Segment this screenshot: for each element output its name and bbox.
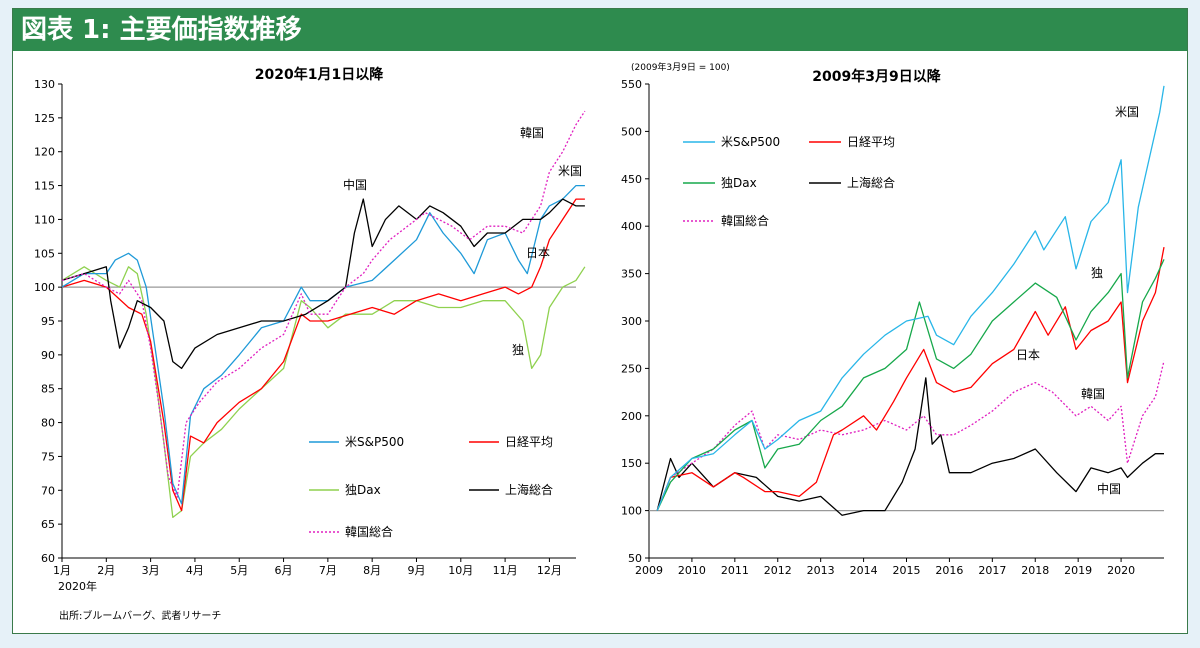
left-y-tick-label: 85	[41, 383, 55, 396]
right-y-tick-label: 200	[621, 410, 642, 423]
right-y-tick-label: 400	[621, 220, 642, 233]
right-y-tick-label: 350	[621, 268, 642, 281]
right-legend-label-de: 独Dax	[721, 176, 757, 190]
right-x-tick-label: 2015	[893, 564, 921, 577]
left-x-tick-label: 2月	[97, 564, 115, 577]
right-x-tick-label: 2013	[807, 564, 835, 577]
left-y-tick-label: 80	[41, 417, 55, 430]
left-annotation-us: 米国	[558, 164, 582, 178]
left-x-tick-label: 11月	[493, 564, 518, 577]
right-legend-label-cn: 上海総合	[847, 175, 895, 190]
left-y-tick-label: 70	[41, 484, 55, 497]
left-legend-label-cn: 上海総合	[505, 482, 553, 497]
right-chart-title: 2009年3月9日以降	[812, 68, 941, 85]
right-annotation-de: 独	[1091, 266, 1103, 280]
right-y-tick-label: 250	[621, 362, 642, 375]
left-legend-label-de: 独Dax	[345, 483, 381, 497]
left-annotation-cn: 中国	[343, 177, 367, 192]
right-y-tick-label: 550	[621, 78, 642, 91]
right-x-tick-label: 2016	[935, 564, 963, 577]
right-x-tick-label: 2011	[721, 564, 749, 577]
right-series-cn	[656, 377, 1164, 516]
right-x-tick-label: 2012	[764, 564, 792, 577]
left-y-tick-label: 120	[34, 146, 55, 159]
left-annotation-jp: 日本	[526, 246, 550, 260]
left-series-us	[61, 184, 585, 505]
left-series-kr	[61, 110, 586, 498]
right-series-us	[656, 85, 1165, 511]
right-chart-note: (2009年3月9日 = 100)	[631, 61, 730, 73]
left-y-tick-label: 105	[34, 247, 55, 260]
left-annotation-kr: 韓国	[520, 126, 544, 140]
right-y-tick-label: 100	[621, 505, 642, 518]
right-x-tick-label: 2020	[1107, 564, 1135, 577]
left-x-tick-label: 1月	[53, 564, 71, 577]
left-y-tick-label: 90	[41, 349, 55, 362]
left-y-tick-label: 115	[34, 180, 55, 193]
left-y-tick-label: 110	[34, 213, 55, 226]
right-x-tick-label: 2017	[978, 564, 1006, 577]
right-y-tick-label: 300	[621, 315, 642, 328]
right-x-tick-label: 2018	[1021, 564, 1049, 577]
left-x-tick-label: 12月	[537, 564, 562, 577]
right-annotation-cn: 中国	[1097, 481, 1121, 496]
left-y-tick-label: 125	[34, 112, 55, 125]
right-legend-label-us: 米S&P500	[721, 135, 780, 149]
right-y-tick-label: 150	[621, 457, 642, 470]
source-note: 出所:ブルームバーグ、武者リサーチ	[59, 609, 221, 622]
right-series-jp	[656, 246, 1165, 511]
right-annotation-us: 米国	[1115, 105, 1139, 119]
right-x-tick-label: 2019	[1064, 564, 1092, 577]
left-x-tick-label: 7月	[319, 564, 337, 577]
left-legend-label-jp: 日経平均	[505, 435, 553, 449]
left-chart-title: 2020年1月1日以降	[255, 66, 384, 83]
left-y-tick-label: 100	[34, 281, 55, 294]
figure-frame: 図表 1: 主要価指数推移 2020年1月1日以降 60 65 70 75 80 85 90 9…	[12, 8, 1188, 634]
right-annotation-kr: 韓国	[1081, 387, 1105, 401]
right-x-tick-label: 2010	[678, 564, 706, 577]
left-chart: 2020年1月1日以降 60 65 70 75 80 85 90 95 100 105 110 115 1…	[34, 66, 586, 622]
right-x-tick-label: 2009	[635, 564, 663, 577]
left-x-tick-label: 4月	[186, 564, 204, 577]
left-x-tick-label: 3月	[142, 564, 160, 577]
left-x-tick-label: 8月	[363, 564, 381, 577]
figure-title: 図表 1: 主要価指数推移	[13, 9, 1187, 51]
right-chart: 2009年3月9日以降 (2009年3月9日 = 100) 50 100 150 200 2…	[621, 61, 1165, 577]
left-annotation-de: 独	[512, 343, 524, 357]
right-annotation-jp: 日本	[1016, 348, 1040, 362]
left-x-tick-label: 9月	[407, 564, 425, 577]
left-x-tick-label: 6月	[275, 564, 293, 577]
right-x-tick-label: 2014	[850, 564, 878, 577]
right-y-tick-label: 450	[621, 173, 642, 186]
left-y-tick-label: 130	[34, 78, 55, 91]
left-series-jp	[61, 198, 585, 512]
left-x-year-label: 2020年	[58, 579, 97, 593]
left-x-tick-label: 10月	[448, 564, 473, 577]
right-series-kr	[656, 360, 1165, 511]
right-legend-label-jp: 日経平均	[847, 135, 895, 149]
left-y-tick-label: 65	[41, 518, 55, 531]
left-y-tick-label: 60	[41, 552, 55, 565]
right-y-tick-label: 50	[628, 552, 642, 565]
right-y-tick-label: 500	[621, 125, 642, 138]
left-series-cn	[61, 198, 585, 370]
charts-canvas: 2020年1月1日以降 60 65 70 75 80 85 90 95 100 105 110 115 1…	[34, 61, 1165, 622]
left-legend-label-us: 米S&P500	[345, 435, 404, 449]
left-series-de	[61, 266, 586, 519]
left-legend-label-kr: 韓国総合	[345, 524, 393, 539]
left-y-tick-label: 95	[41, 315, 55, 328]
left-y-tick-label: 75	[41, 450, 55, 463]
right-legend-label-kr: 韓国総合	[721, 213, 769, 228]
left-x-tick-label: 5月	[230, 564, 248, 577]
